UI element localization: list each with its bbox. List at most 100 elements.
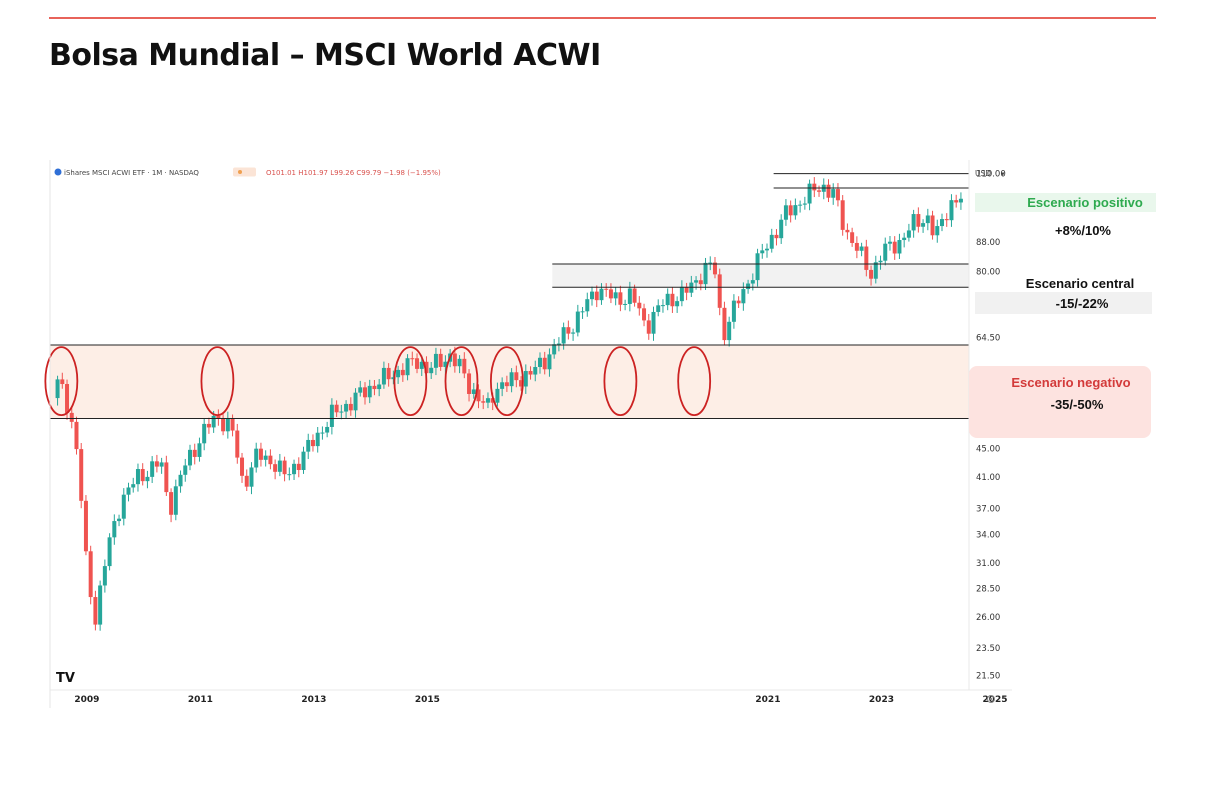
- candle-body: [467, 373, 472, 394]
- x-tick-label: 2023: [869, 695, 894, 705]
- candle-body: [547, 354, 552, 370]
- candle-body: [367, 385, 372, 398]
- candle-body: [131, 484, 136, 488]
- candle-body: [306, 439, 311, 452]
- candle-body: [883, 243, 888, 261]
- candle-body: [575, 311, 580, 333]
- candle-body: [930, 215, 935, 236]
- y-tick-label: 80.00: [976, 268, 1000, 278]
- candle-body: [727, 321, 732, 341]
- candle-body: [471, 389, 476, 394]
- candle-body: [405, 358, 410, 376]
- candle-body: [878, 260, 883, 263]
- candle-body: [954, 200, 959, 203]
- candle-body: [107, 537, 112, 567]
- candle-body: [386, 367, 391, 380]
- candle-body: [765, 248, 770, 251]
- candle-body: [556, 343, 561, 345]
- candle-body: [277, 460, 282, 472]
- candle-body: [779, 219, 784, 239]
- candle-body: [457, 358, 462, 367]
- currency-label[interactable]: USD: [975, 169, 991, 178]
- page-title: Bolsa Mundial – MSCI World ACWI: [49, 38, 601, 73]
- candle-body: [627, 288, 632, 304]
- currency-dropdown-icon[interactable]: ▾: [1001, 170, 1005, 178]
- candle-body: [712, 262, 717, 275]
- candle-body: [859, 246, 864, 251]
- symbol-label[interactable]: iShares MSCI ACWI ETF · 1M · NASDAQ: [64, 169, 199, 177]
- candle-body: [60, 379, 65, 385]
- candle-body: [98, 585, 103, 625]
- candle-body: [892, 241, 897, 254]
- highlight-circle: [393, 346, 428, 417]
- candle-body: [348, 403, 353, 411]
- candle-body: [362, 387, 367, 398]
- candle-body: [292, 463, 297, 475]
- candle-body: [642, 308, 647, 321]
- candle-body: [287, 474, 292, 476]
- candle-body: [684, 286, 689, 293]
- candle-body: [325, 426, 330, 433]
- candle-body: [741, 289, 746, 304]
- candle-body: [788, 205, 793, 216]
- candle-body: [869, 269, 874, 279]
- y-tick-label: 26.00: [976, 613, 1000, 623]
- candle-body: [594, 291, 599, 301]
- candle-body: [675, 301, 680, 307]
- candle-body: [632, 288, 637, 303]
- candle-body: [452, 353, 457, 367]
- candle-body: [845, 229, 850, 233]
- y-tick-label: 21.50: [976, 671, 1000, 681]
- zone-negative: [50, 344, 969, 419]
- candle-body: [145, 476, 150, 482]
- candle-body: [391, 377, 396, 380]
- candle-body: [817, 190, 822, 192]
- candle-body: [410, 358, 415, 360]
- candle-body: [178, 474, 183, 487]
- plot-background: [50, 160, 1012, 708]
- candle-body: [911, 214, 916, 231]
- candle-body: [519, 380, 524, 387]
- candle-body: [916, 214, 921, 227]
- candle-body: [65, 384, 70, 413]
- candle-layer: [55, 177, 963, 631]
- settings-gear-icon-hub: [989, 697, 993, 701]
- candle-body: [476, 389, 481, 402]
- candle-body: [358, 387, 363, 393]
- market-status-icon[interactable]: [233, 167, 256, 177]
- candle-body: [585, 299, 590, 312]
- candle-body: [571, 332, 576, 334]
- scenario-positive-range: +8%/10%: [1055, 223, 1111, 238]
- candle-body: [925, 215, 930, 224]
- candle-body: [135, 469, 140, 485]
- x-tick-label: 2013: [301, 695, 326, 705]
- candle-body: [623, 303, 628, 305]
- y-tick-label: 37.00: [976, 505, 1000, 515]
- candle-body: [121, 494, 126, 519]
- candle-body: [202, 423, 207, 444]
- candle-body: [746, 283, 751, 290]
- x-tick-label: 2021: [755, 695, 780, 705]
- candle-body: [159, 462, 164, 467]
- candle-body: [717, 274, 722, 308]
- candle-body: [372, 385, 377, 390]
- x-tick-label: 2015: [415, 695, 440, 705]
- candle-body: [887, 241, 892, 244]
- candle-body: [254, 448, 259, 468]
- candle-body: [504, 382, 509, 387]
- candle-body: [273, 464, 278, 472]
- candle-body: [429, 367, 434, 374]
- candle-body: [329, 404, 334, 427]
- candle-body: [296, 463, 301, 471]
- candle-body: [670, 293, 675, 307]
- settings-gear-icon[interactable]: [987, 695, 995, 703]
- candle-body: [769, 234, 774, 249]
- candle-body: [637, 302, 642, 309]
- candle-body: [438, 353, 443, 367]
- candle-body: [679, 286, 684, 302]
- x-axis: 2009 2011 2013 2015 2021 2023 2025: [74, 695, 1007, 705]
- candle-body: [940, 219, 945, 227]
- x-tick-label: 2011: [188, 695, 213, 705]
- candle-body: [74, 421, 79, 450]
